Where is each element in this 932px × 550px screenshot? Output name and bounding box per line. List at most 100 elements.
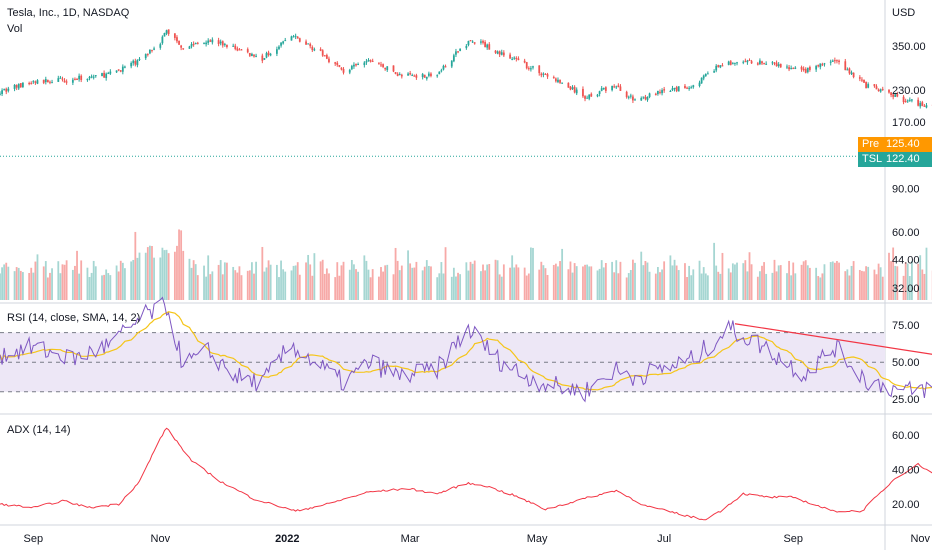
- volume-bar: [640, 251, 643, 300]
- candle-body: [921, 102, 924, 106]
- volume-bar: [773, 259, 776, 300]
- volume-bar: [590, 266, 593, 300]
- volume-bar: [65, 260, 68, 300]
- volume-bar: [663, 261, 666, 300]
- candle-body: [486, 44, 489, 48]
- volume-bar: [92, 260, 95, 300]
- candle-body: [625, 91, 628, 98]
- candle-body: [600, 88, 603, 91]
- volume-bar: [690, 275, 693, 300]
- last-price: 122.40: [882, 152, 932, 167]
- volume-bar: [502, 264, 505, 300]
- volume-bar: [615, 260, 618, 300]
- volume-bar: [861, 270, 863, 300]
- volume-bar: [232, 266, 235, 300]
- candle-body: [911, 99, 913, 101]
- candle-body: [278, 46, 280, 49]
- volume-bar: [611, 261, 613, 300]
- volume-bar: [109, 275, 112, 300]
- volume-bar: [248, 270, 251, 300]
- volume-bar: [686, 276, 688, 300]
- candle-body: [844, 61, 847, 71]
- candle-body: [436, 75, 439, 77]
- candle-body: [363, 62, 366, 66]
- candle-body: [500, 52, 503, 55]
- candle-body: [211, 39, 214, 43]
- volume-bar: [819, 277, 822, 300]
- volume-bar: [625, 277, 628, 300]
- candle-body: [236, 48, 239, 51]
- candle-body: [253, 54, 255, 57]
- candle-body: [267, 52, 270, 56]
- candle-body: [615, 86, 618, 88]
- candle-body: [276, 49, 278, 54]
- volume-bar: [921, 269, 924, 300]
- candle-body: [115, 70, 118, 73]
- volume-bar: [817, 276, 820, 300]
- candle-body: [149, 49, 151, 54]
- volume-bar: [394, 247, 397, 300]
- volume-bar: [761, 265, 763, 300]
- volume-bar: [42, 266, 45, 300]
- candle-body: [727, 61, 730, 65]
- volume-bar: [684, 263, 686, 300]
- candle-body: [557, 79, 559, 83]
- volume-bar: [355, 269, 357, 300]
- volume-bar: [846, 269, 849, 300]
- candle-body: [76, 78, 78, 80]
- price-tick-label: 350.00: [892, 41, 926, 53]
- volume-bar: [234, 270, 237, 300]
- candle-body: [46, 80, 49, 83]
- volume-bar: [661, 269, 663, 300]
- candle-body: [498, 51, 501, 55]
- candle-body: [88, 76, 91, 79]
- candle-body: [546, 74, 549, 77]
- candle-body: [838, 60, 840, 63]
- volume-bar: [178, 229, 180, 300]
- candle-body: [640, 97, 643, 101]
- candle-body: [1, 90, 3, 95]
- volume-bar: [582, 266, 584, 300]
- candle-body: [846, 69, 849, 71]
- candle-body: [686, 87, 688, 89]
- candle-body: [7, 88, 10, 91]
- candle-body: [642, 96, 645, 98]
- volume-bar: [328, 273, 330, 300]
- candle-body: [675, 87, 678, 91]
- candle-body: [867, 84, 870, 88]
- candle-body: [659, 91, 661, 93]
- volume-bar: [873, 269, 876, 300]
- candle-body: [328, 58, 330, 63]
- candle-body: [569, 86, 572, 90]
- volume-bar: [746, 271, 749, 300]
- candle-body: [19, 83, 22, 88]
- candle-body: [729, 61, 732, 65]
- volume-bar: [190, 267, 193, 300]
- volume-bar: [238, 266, 241, 300]
- candle-body: [879, 89, 882, 92]
- candle-body: [559, 79, 561, 83]
- candle-body: [829, 61, 832, 63]
- candle-body: [217, 40, 220, 44]
- candle-body: [742, 61, 745, 63]
- time-tick-label: May: [527, 533, 548, 545]
- volume-bar: [194, 264, 197, 300]
- volume-bar: [677, 270, 680, 300]
- volume-bar: [400, 265, 403, 300]
- candle-body: [465, 45, 468, 49]
- price-tick-label: 90.00: [892, 184, 920, 196]
- candle-body: [763, 63, 765, 65]
- candle-body: [613, 86, 616, 88]
- candle-body: [542, 73, 545, 75]
- candle-body: [400, 74, 403, 77]
- volume-bar: [369, 277, 372, 300]
- candle-body: [103, 72, 105, 78]
- candle-body: [527, 68, 530, 70]
- volume-bar: [627, 273, 630, 300]
- candle-body: [298, 38, 301, 42]
- candle-body: [107, 72, 110, 74]
- volume-bar: [136, 257, 139, 300]
- volume-bar: [78, 273, 81, 300]
- volume-bar: [290, 270, 293, 300]
- volume-bar: [700, 273, 703, 300]
